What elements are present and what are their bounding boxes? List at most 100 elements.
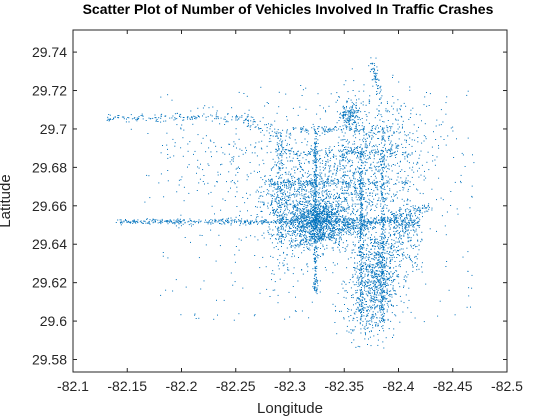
data-point <box>423 205 425 207</box>
data-point <box>306 196 308 198</box>
data-point <box>134 117 136 119</box>
data-point <box>280 221 282 223</box>
data-point <box>406 154 408 156</box>
data-point <box>381 303 383 305</box>
data-point <box>335 185 337 187</box>
data-point <box>285 235 287 237</box>
data-point <box>196 117 198 119</box>
data-point <box>412 133 414 135</box>
data-point <box>250 221 252 223</box>
data-point <box>375 253 377 255</box>
data-point <box>325 196 327 198</box>
data-point <box>387 318 389 320</box>
data-point <box>365 104 367 106</box>
data-point <box>306 221 308 223</box>
data-point <box>376 222 378 224</box>
data-point <box>294 220 296 222</box>
data-point <box>301 231 303 233</box>
data-point <box>403 279 405 280</box>
data-point <box>370 345 372 347</box>
data-point <box>335 158 337 160</box>
data-point <box>178 219 180 221</box>
data-point <box>360 267 362 269</box>
data-point <box>367 219 369 220</box>
data-point <box>372 282 374 284</box>
data-point <box>376 270 378 272</box>
data-point <box>287 222 288 224</box>
data-point <box>204 221 206 223</box>
data-point <box>137 222 139 224</box>
data-point <box>394 217 396 218</box>
data-point <box>325 213 327 215</box>
data-point <box>318 220 320 221</box>
data-point <box>420 210 421 211</box>
data-point <box>349 125 351 127</box>
data-point <box>388 267 390 269</box>
data-point <box>344 219 346 221</box>
data-point <box>352 172 354 174</box>
data-point <box>379 317 381 319</box>
data-point <box>377 222 379 224</box>
data-point <box>354 149 355 150</box>
data-point <box>302 273 304 275</box>
data-point <box>398 241 400 243</box>
data-point <box>345 210 347 212</box>
data-point <box>279 217 281 219</box>
data-point <box>266 145 268 147</box>
data-point <box>394 151 396 153</box>
data-point <box>379 245 381 247</box>
data-point <box>375 257 377 259</box>
data-point <box>262 195 264 197</box>
data-point <box>431 146 433 148</box>
data-point <box>313 238 314 240</box>
data-point <box>227 121 229 123</box>
data-point <box>360 194 362 196</box>
data-point <box>427 151 429 153</box>
data-point <box>126 221 128 223</box>
data-point <box>335 204 337 205</box>
data-point <box>133 221 134 223</box>
data-point <box>312 226 313 228</box>
data-point <box>344 199 346 201</box>
data-point <box>319 211 321 213</box>
data-point <box>372 149 374 151</box>
data-point <box>306 214 308 216</box>
data-point <box>318 214 320 216</box>
data-point <box>392 74 394 76</box>
data-point <box>349 231 351 233</box>
data-point <box>404 275 406 277</box>
data-point <box>349 109 351 111</box>
data-point <box>333 242 335 244</box>
data-point <box>304 162 305 164</box>
data-point <box>399 266 401 268</box>
data-point <box>336 211 337 213</box>
data-point <box>378 254 380 256</box>
data-point <box>299 187 301 188</box>
data-point <box>406 160 408 162</box>
data-point <box>356 187 358 189</box>
data-point <box>287 230 289 232</box>
data-point <box>179 218 181 220</box>
data-point <box>341 182 343 184</box>
data-point <box>392 279 394 281</box>
data-point <box>273 273 275 275</box>
data-point <box>127 117 129 118</box>
data-point <box>364 338 366 340</box>
data-point <box>149 223 151 225</box>
data-point <box>305 235 307 237</box>
data-point <box>322 186 324 188</box>
data-point <box>327 221 329 223</box>
data-point <box>350 257 352 259</box>
data-point <box>318 230 320 232</box>
data-point <box>336 234 338 236</box>
data-point <box>385 159 387 161</box>
data-point <box>438 177 440 179</box>
data-point <box>266 189 268 191</box>
data-point <box>380 277 382 279</box>
data-point <box>385 276 387 278</box>
data-point <box>330 222 332 224</box>
data-point <box>300 227 302 229</box>
data-point <box>287 191 288 193</box>
data-point <box>264 221 266 222</box>
data-point <box>384 204 386 206</box>
